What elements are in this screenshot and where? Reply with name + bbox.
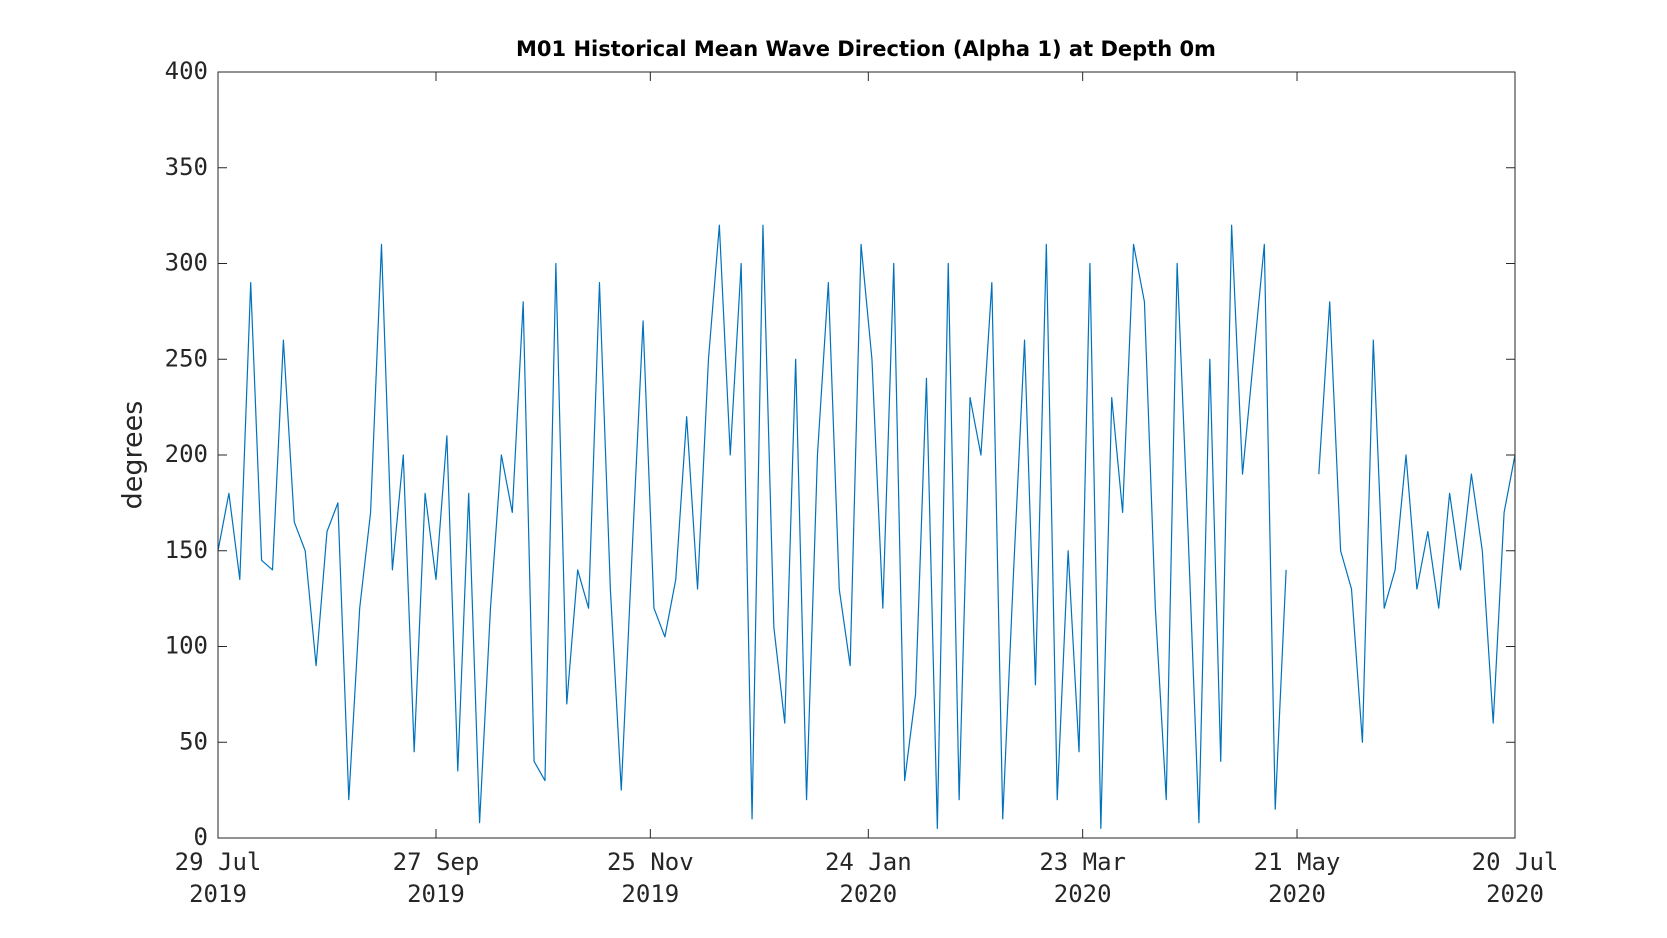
y-tick-label: 50 bbox=[179, 727, 208, 755]
plot-frame bbox=[217, 71, 1516, 839]
x-tick-year: 2020 bbox=[839, 880, 897, 908]
x-tick-label: 20 Jul bbox=[1472, 848, 1559, 876]
y-axis-label: degrees bbox=[118, 401, 149, 510]
x-tick-year: 2019 bbox=[189, 880, 247, 908]
data-line bbox=[217, 224, 1516, 830]
x-tick-year: 2019 bbox=[621, 880, 679, 908]
y-tick-label: 100 bbox=[165, 632, 208, 660]
x-tick-year: 2020 bbox=[1486, 880, 1544, 908]
x-tick-label: 29 Jul bbox=[175, 848, 262, 876]
x-tick-label: 27 Sep bbox=[393, 848, 480, 876]
y-tick-label: 300 bbox=[165, 249, 208, 277]
x-tick-year: 2020 bbox=[1268, 880, 1326, 908]
y-tick-label: 250 bbox=[165, 344, 208, 372]
x-tick-label: 23 Mar bbox=[1039, 848, 1126, 876]
x-tick-year: 2020 bbox=[1054, 880, 1112, 908]
y-tick-label: 400 bbox=[165, 57, 208, 85]
y-tick-label: 200 bbox=[165, 440, 208, 468]
x-tick-label: 24 Jan bbox=[825, 848, 912, 876]
x-tick-year: 2019 bbox=[407, 880, 465, 908]
x-tick-label: 21 May bbox=[1254, 848, 1341, 876]
y-tick-label: 0 bbox=[194, 823, 208, 851]
chart-title: M01 Historical Mean Wave Direction (Alph… bbox=[516, 37, 1216, 61]
y-tick-label: 150 bbox=[165, 536, 208, 564]
x-tick-label: 25 Nov bbox=[607, 848, 694, 876]
y-tick-label: 350 bbox=[165, 153, 208, 181]
